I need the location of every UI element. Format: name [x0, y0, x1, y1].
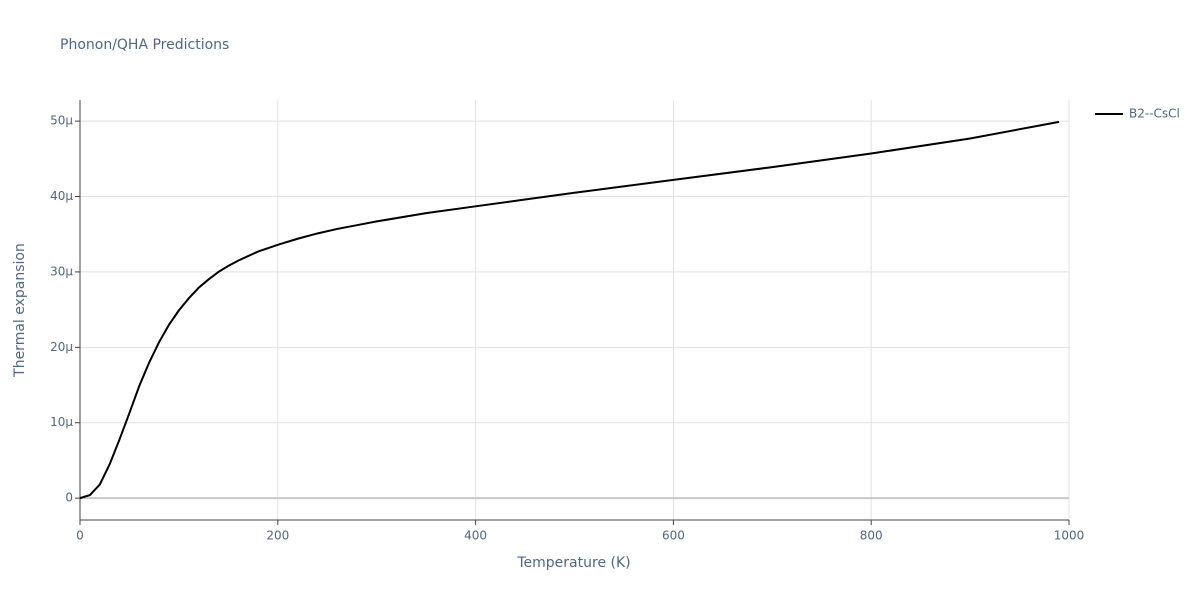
x-axis-title: Temperature (K): [516, 555, 630, 571]
y-tick-label: 20µ: [50, 340, 73, 354]
x-tick-label: 1000: [1054, 529, 1085, 543]
x-tick-label: 800: [860, 529, 883, 543]
legend-label: B2--CsCl: [1129, 107, 1180, 121]
chart-title: Phonon/QHA Predictions: [60, 37, 229, 53]
line: [79, 120, 1060, 500]
y-tick-label: 30µ: [50, 264, 73, 278]
y-tick-label: 10µ: [50, 415, 73, 429]
x-tick-label: 200: [266, 529, 289, 543]
y-tick-label: 50µ: [50, 114, 73, 128]
y-axis-title: Thermal expansion: [12, 243, 28, 378]
x-tick-label: 600: [662, 529, 685, 543]
y-tick-label: 0: [65, 491, 73, 505]
x-tick-label: 0: [76, 529, 84, 543]
y-tick-label: 40µ: [50, 189, 73, 203]
x-tick-label: 400: [464, 529, 487, 543]
